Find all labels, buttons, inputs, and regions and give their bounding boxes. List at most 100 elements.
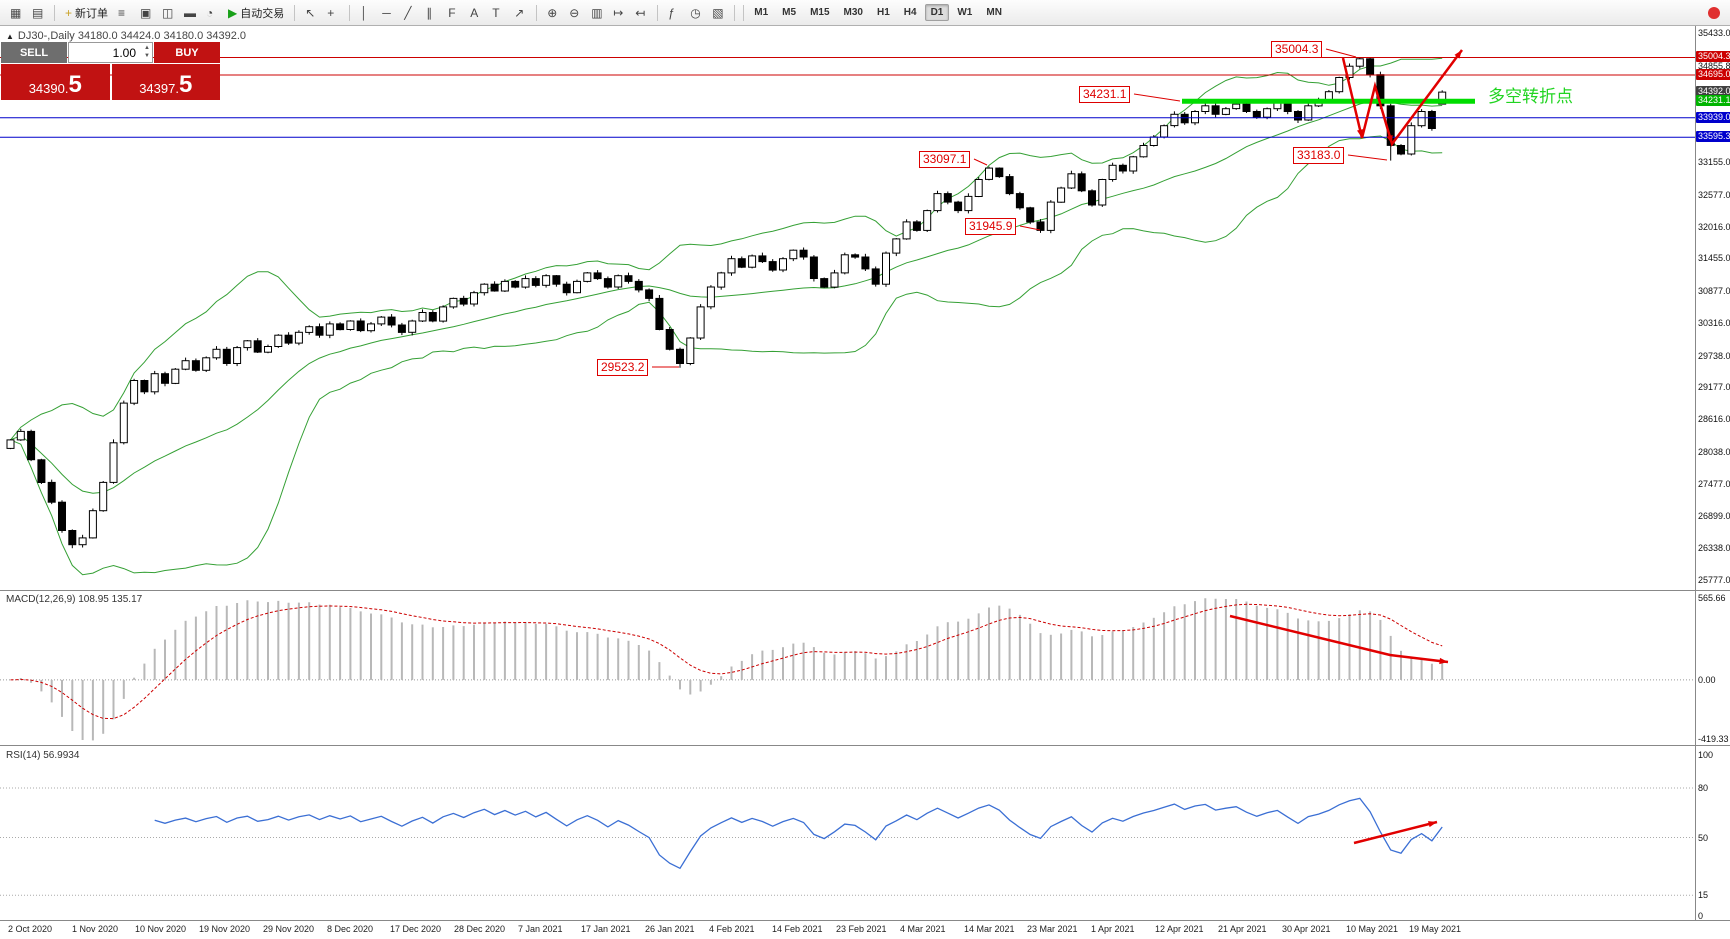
arrows-icon[interactable]: ↗ xyxy=(510,3,530,23)
price-annotation[interactable]: 33097.1 xyxy=(919,151,971,168)
toolbar-icon-group: ▦ ▤ + 新订单 ≡ ▣ ◫ ▬ ◔ ▶ 自动交易 ↖ + │ ─ ╱ ∥ F A T ↗ ⊕ ⊖ ▥ ↦ ↤ ƒ ◷ ▧ xyxy=(6,3,739,23)
trendline-icon: ╱ xyxy=(404,5,412,20)
periods-icon[interactable]: ◷ xyxy=(686,3,706,23)
toolbar-separator xyxy=(349,4,351,21)
record-icon[interactable] xyxy=(1708,6,1720,19)
date-axis-label[interactable]: 19 May 2021 xyxy=(1409,924,1462,934)
templates-icon[interactable]: ▧ xyxy=(708,3,728,23)
stepper-up-icon[interactable]: ▲ xyxy=(144,45,150,51)
date-axis-label[interactable]: 4 Feb 2021 xyxy=(709,924,755,934)
date-axis-label[interactable]: 14 Mar 2021 xyxy=(964,924,1015,934)
price-axis-label: 34855.8 xyxy=(1698,61,1730,71)
sell-button[interactable]: SELL xyxy=(1,42,67,63)
date-axis-label[interactable]: 12 Apr 2021 xyxy=(1155,924,1204,934)
turning-point-note[interactable]: 多空转折点 xyxy=(1488,87,1573,106)
trend-arrows[interactable] xyxy=(1229,49,1464,845)
profiles-icon[interactable]: ▤ xyxy=(28,3,48,23)
strategy-tester-icon[interactable]: ◔ xyxy=(202,3,222,23)
volume-input[interactable] xyxy=(69,44,152,61)
equidistant-channel-icon[interactable]: ∥ xyxy=(422,3,442,23)
date-axis-label[interactable]: 17 Jan 2021 xyxy=(581,924,631,934)
new-order-button[interactable]: + 新订单 xyxy=(61,3,112,23)
rsi-line xyxy=(154,797,1443,870)
zoom-in-icon[interactable]: ⊕ xyxy=(543,3,563,23)
timeframe-m5-button[interactable]: M5 xyxy=(776,4,802,21)
tile-windows-icon[interactable]: ▥ xyxy=(587,3,607,23)
text-icon[interactable]: A xyxy=(466,3,486,23)
price-axis-label: 35433.0 xyxy=(1698,28,1730,38)
trendline-icon[interactable]: ╱ xyxy=(400,3,420,23)
timeframe-m30-button[interactable]: M30 xyxy=(838,4,869,21)
one-click-trading-panel[interactable]: SELL ▲▼ BUY 34390.5 34397.5 xyxy=(1,42,220,100)
buy-button[interactable]: BUY xyxy=(154,42,220,63)
date-axis-label[interactable]: 2 Oct 2020 xyxy=(8,924,53,934)
horizontal-line-icon[interactable]: ─ xyxy=(378,3,398,23)
sell-price[interactable]: 34390. 5 xyxy=(1,64,110,100)
price-annotation[interactable]: 29523.2 xyxy=(597,359,649,376)
price-axis-label: 29738.0 xyxy=(1698,351,1730,361)
rsi-indicator-label: RSI(14) 56.9934 xyxy=(6,750,80,761)
chart-shift-icon[interactable]: ↤ xyxy=(631,3,651,23)
volume-field[interactable]: ▲▼ xyxy=(68,42,153,63)
date-axis-label[interactable]: 10 Nov 2020 xyxy=(135,924,187,934)
date-axis-label[interactable]: 10 May 2021 xyxy=(1346,924,1399,934)
timeframe-h1-button[interactable]: H1 xyxy=(871,4,896,21)
stepper-down-icon[interactable]: ▼ xyxy=(144,53,150,59)
date-axis-label[interactable]: 4 Mar 2021 xyxy=(900,924,946,934)
price-axis-marker: 34695.0 xyxy=(1696,69,1730,80)
buy-price[interactable]: 34397. 5 xyxy=(111,64,220,100)
rsi-axis-label: 80 xyxy=(1698,783,1709,793)
date-axis-label[interactable]: 19 Nov 2020 xyxy=(199,924,251,934)
text-label-icon[interactable]: T xyxy=(488,3,508,23)
navigator-icon[interactable]: ◫ xyxy=(158,3,178,23)
date-axis-label[interactable]: 8 Dec 2020 xyxy=(327,924,374,934)
price-axis-label: 30316.0 xyxy=(1698,318,1730,328)
date-axis-label[interactable]: 21 Apr 2021 xyxy=(1218,924,1267,934)
date-axis-label[interactable]: 17 Dec 2020 xyxy=(390,924,442,934)
terminal-icon[interactable]: ▬ xyxy=(180,3,200,23)
date-axis-label[interactable]: 1 Nov 2020 xyxy=(72,924,119,934)
volume-stepper[interactable]: ▲ ▼ xyxy=(144,44,150,60)
date-axis-label[interactable]: 29 Nov 2020 xyxy=(263,924,315,934)
timeframe-m15-button[interactable]: M15 xyxy=(804,4,835,21)
date-axis-label[interactable]: 23 Mar 2021 xyxy=(1027,924,1078,934)
annotation-connectors xyxy=(652,48,1388,368)
data-window-icon[interactable]: ▣ xyxy=(136,3,156,23)
timeframe-h4-button[interactable]: H4 xyxy=(898,4,923,21)
timeframe-w1-button[interactable]: W1 xyxy=(951,4,978,21)
date-axis-label[interactable]: 28 Dec 2020 xyxy=(454,924,506,934)
date-axis-label[interactable]: 14 Feb 2021 xyxy=(772,924,823,934)
indicators-icon[interactable]: ƒ xyxy=(664,3,684,23)
market-watch-icon[interactable]: ≡ xyxy=(114,3,134,23)
auto-scroll-icon[interactable]: ↦ xyxy=(609,3,629,23)
zoom-out-icon[interactable]: ⊖ xyxy=(565,3,585,23)
toolbar-separator xyxy=(743,4,745,21)
price-annotation[interactable]: 31945.9 xyxy=(965,218,1017,235)
vertical-line-icon[interactable]: │ xyxy=(356,3,376,23)
bollinger-bands xyxy=(10,57,1443,576)
buy-price-prefix: 34397. xyxy=(139,81,179,96)
timeframe-m1-button[interactable]: M1 xyxy=(748,4,774,21)
rsi-axis-label: 100 xyxy=(1698,750,1714,760)
timeframe-mn-button[interactable]: MN xyxy=(980,4,1008,21)
fibonacci-icon[interactable]: F xyxy=(444,3,464,23)
price-annotation[interactable]: 35004.3 xyxy=(1271,41,1323,58)
price-annotation[interactable]: 33183.0 xyxy=(1293,147,1345,164)
date-axis-label[interactable]: 30 Apr 2021 xyxy=(1282,924,1331,934)
panel-collapse-icon[interactable]: ▲ xyxy=(6,32,14,41)
macd-histogram xyxy=(19,598,1444,741)
periods-icon: ◷ xyxy=(690,5,701,20)
auto-trading-button[interactable]: ▶ 自动交易 xyxy=(224,3,288,23)
timeframe-d1-button[interactable]: D1 xyxy=(924,4,950,21)
date-axis-label[interactable]: 26 Jan 2021 xyxy=(645,924,695,934)
text-icon: A xyxy=(470,5,479,20)
new-chart-icon[interactable]: ▦ xyxy=(6,3,26,23)
cursor-icon[interactable]: ↖ xyxy=(301,3,321,23)
date-axis-label[interactable]: 1 Apr 2021 xyxy=(1091,924,1135,934)
price-annotation[interactable]: 34231.1 xyxy=(1079,86,1131,103)
panel-separators[interactable] xyxy=(0,26,1730,921)
date-axis-label[interactable]: 7 Jan 2021 xyxy=(518,924,563,934)
crosshair-icon[interactable]: + xyxy=(323,3,343,23)
date-axis-label[interactable]: 23 Feb 2021 xyxy=(836,924,887,934)
